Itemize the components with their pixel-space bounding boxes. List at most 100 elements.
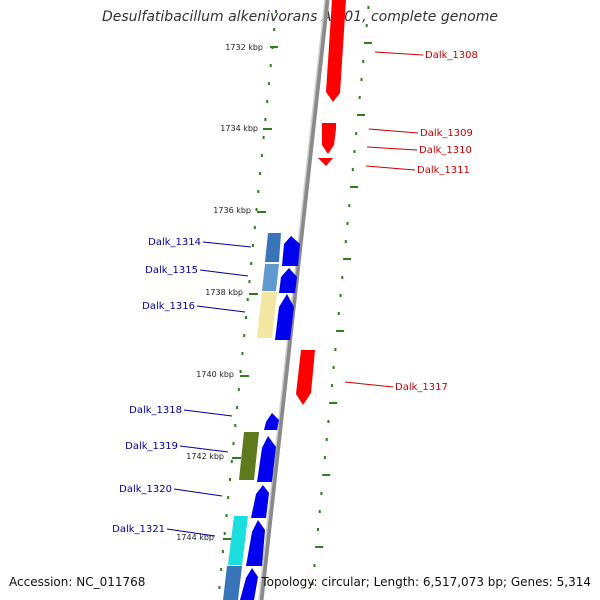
gene-label-reverse[interactable]: Dalk_1321 [112, 524, 165, 535]
ruler-dot [248, 280, 251, 283]
outer-ruler-dot [325, 438, 328, 441]
gene-arrow-Dalk_1317[interactable] [296, 350, 315, 405]
ruler-dot [229, 478, 231, 481]
ruler-dot [236, 406, 239, 409]
ruler-dot [232, 442, 235, 445]
gene-arrow-Dalk_1314[interactable] [282, 236, 300, 266]
gene-arrow-Dalk_1310-head[interactable] [318, 158, 333, 166]
outer-ruler-dot [327, 420, 330, 423]
tick-label: 1740 kbp [196, 370, 234, 379]
tick-1740: 1740 kbp [196, 370, 249, 379]
outer-tick-marks [311, 6, 372, 585]
tick-label: 1732 kbp [225, 43, 263, 52]
tick-label: 1738 kbp [205, 288, 243, 297]
tick-layer: 1732 kbp 1734 kbp 1736 kbp 1738 kbp 1740… [176, 43, 278, 542]
tick-1738: 1738 kbp [205, 288, 258, 297]
ruler-dot [220, 568, 223, 571]
gene-label-reverse[interactable]: Dalk_1314 [148, 237, 201, 248]
outer-ruler-dot [357, 114, 365, 116]
outer-ruler-dot [315, 546, 324, 548]
cog-block-1314[interactable] [265, 233, 281, 262]
tick-label: 1736 kbp [213, 206, 251, 215]
ruler-dot [273, 28, 276, 31]
ruler-dot [241, 352, 244, 355]
cog-block-1322[interactable] [223, 566, 242, 600]
tick-1732: 1732 kbp [225, 43, 278, 52]
gene-arrow-Dalk_1316[interactable] [275, 294, 294, 340]
outer-ruler-dot [311, 582, 314, 585]
gene-arrow-Dalk_1319[interactable] [257, 436, 276, 482]
outer-ruler-dot [332, 366, 335, 369]
outer-ruler-dot [320, 492, 323, 495]
gene-label-forward[interactable]: Dalk_1309 [420, 128, 473, 139]
ruler-dot [234, 424, 237, 427]
outer-ruler-dot [351, 168, 354, 171]
reverse-genes [240, 236, 300, 600]
cog-block-1321[interactable] [228, 516, 248, 565]
ruler-dot [218, 586, 221, 589]
outer-ruler-dot [341, 276, 344, 279]
tick-label: 1734 kbp [220, 124, 258, 133]
ruler-dot [244, 316, 247, 319]
map-title: Desulfatibacillum alkenivorans AK-01, co… [101, 9, 499, 25]
outer-ruler-dot [329, 402, 338, 404]
ruler-dot [237, 388, 240, 391]
gene-label-forward[interactable]: Dalk_1308 [425, 50, 478, 61]
gene-label-forward[interactable]: Dalk_1310 [419, 145, 472, 156]
outer-ruler-dot [313, 564, 316, 567]
ruler-dot [262, 136, 265, 139]
gene-label-reverse[interactable]: Dalk_1315 [145, 265, 198, 276]
outer-ruler-dot [344, 240, 347, 243]
forward-genes [296, 0, 346, 405]
cog-block-1319[interactable] [239, 432, 259, 480]
gene-label-reverse[interactable]: Dalk_1320 [119, 484, 172, 495]
outer-ruler-dot [336, 330, 345, 332]
outer-ruler-dot [317, 528, 319, 531]
gene-labels: Dalk_1308 Dalk_1309 Dalk_1310 Dalk_1311 … [112, 50, 478, 535]
outer-ruler-dot [363, 42, 372, 44]
tick-1744: 1744 kbp [176, 533, 232, 542]
gene-label-forward[interactable]: Dalk_1317 [395, 382, 448, 393]
ruler-dot [239, 370, 242, 373]
outer-ruler-dot [353, 150, 356, 153]
gene-label-reverse[interactable]: Dalk_1318 [129, 405, 182, 416]
ruler-dot [221, 550, 224, 553]
gene-label-forward[interactable]: Dalk_1311 [417, 165, 470, 176]
cog-block-1315[interactable] [262, 264, 279, 291]
gene-arrow-Dalk_1321[interactable] [246, 520, 265, 566]
gene-arrow-Dalk_1320[interactable] [251, 485, 269, 518]
outer-ruler-dot [350, 186, 358, 188]
gene-arrow-Dalk_1322[interactable] [240, 568, 258, 600]
gene-arrow-Dalk_1315[interactable] [279, 268, 297, 293]
leader-lines [166, 51, 424, 537]
gene-label-reverse[interactable]: Dalk_1319 [125, 441, 178, 452]
outer-ruler-dot [323, 456, 326, 459]
ruler-dot [264, 118, 267, 121]
gene-arrow-Dalk_1309[interactable] [322, 123, 336, 154]
outer-ruler-dot [339, 294, 342, 297]
ruler-dot [250, 262, 253, 265]
ruler-dot [269, 64, 272, 67]
tick-label: 1742 kbp [186, 452, 224, 461]
ruler-dot [255, 208, 258, 211]
outer-ruler-dot [334, 348, 337, 351]
gene-arrow-Dalk_1308[interactable] [326, 0, 346, 102]
outer-ruler-dot [337, 312, 340, 315]
ruler-dot [230, 460, 233, 463]
outer-ruler-dot [346, 222, 349, 225]
gene-arrow-Dalk_1318[interactable] [264, 413, 279, 430]
cog-block-1316[interactable] [257, 292, 277, 338]
cog-blocks [223, 233, 281, 600]
tick-1742: 1742 kbp [186, 452, 241, 461]
outer-ruler-dot [358, 96, 361, 99]
gene-label-reverse[interactable]: Dalk_1316 [142, 301, 195, 312]
outer-ruler-dot [348, 204, 351, 207]
outer-ruler-dot [355, 132, 358, 135]
genome-summary-text: Topology: circular; Length: 6,517,073 bp… [261, 575, 591, 589]
outer-ruler-dot [318, 510, 321, 513]
ruler-dot [223, 532, 226, 535]
outer-ruler-dot [322, 474, 331, 476]
ruler-dot [252, 244, 254, 247]
